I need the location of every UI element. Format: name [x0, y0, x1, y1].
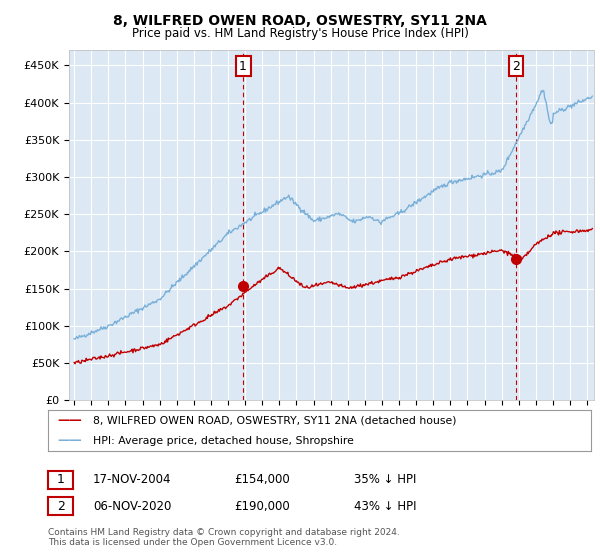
- Text: 1: 1: [56, 473, 65, 487]
- Text: 43% ↓ HPI: 43% ↓ HPI: [354, 500, 416, 513]
- Text: ——: ——: [57, 434, 82, 447]
- Text: 06-NOV-2020: 06-NOV-2020: [93, 500, 172, 513]
- Text: Price paid vs. HM Land Registry's House Price Index (HPI): Price paid vs. HM Land Registry's House …: [131, 27, 469, 40]
- Text: 35% ↓ HPI: 35% ↓ HPI: [354, 473, 416, 487]
- Text: 2: 2: [512, 60, 520, 73]
- Text: £190,000: £190,000: [234, 500, 290, 513]
- Text: Contains HM Land Registry data © Crown copyright and database right 2024.
This d: Contains HM Land Registry data © Crown c…: [48, 528, 400, 547]
- Text: ——: ——: [57, 414, 82, 427]
- Text: 1: 1: [239, 60, 247, 73]
- Text: 8, WILFRED OWEN ROAD, OSWESTRY, SY11 2NA (detached house): 8, WILFRED OWEN ROAD, OSWESTRY, SY11 2NA…: [93, 416, 457, 426]
- Text: HPI: Average price, detached house, Shropshire: HPI: Average price, detached house, Shro…: [93, 436, 354, 446]
- Text: 17-NOV-2004: 17-NOV-2004: [93, 473, 172, 487]
- Text: 8, WILFRED OWEN ROAD, OSWESTRY, SY11 2NA: 8, WILFRED OWEN ROAD, OSWESTRY, SY11 2NA: [113, 14, 487, 28]
- Text: 2: 2: [56, 500, 65, 513]
- Text: £154,000: £154,000: [234, 473, 290, 487]
